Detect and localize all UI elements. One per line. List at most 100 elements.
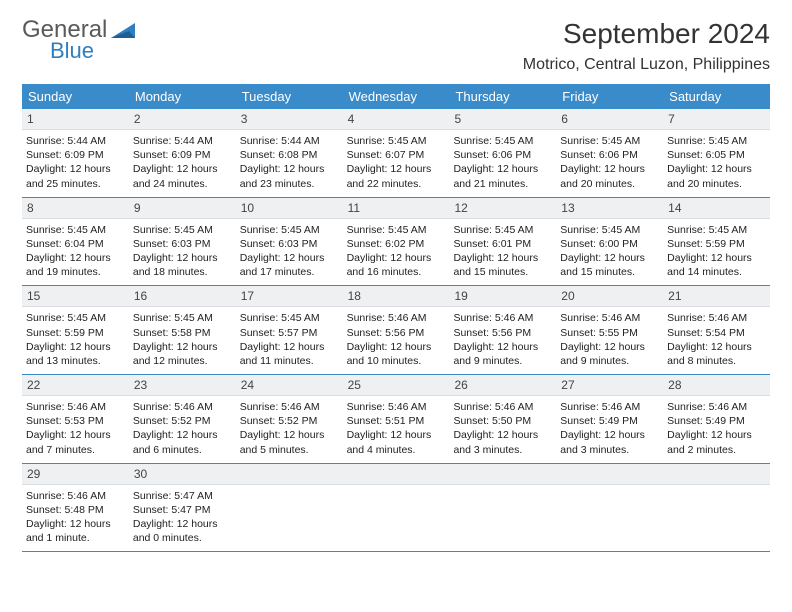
calendar-cell: 24Sunrise: 5:46 AMSunset: 5:52 PMDayligh… (236, 375, 343, 463)
day-number: 30 (129, 464, 236, 485)
day-number: . (236, 464, 343, 485)
daylight-line: Daylight: 12 hours and 11 minutes. (240, 340, 339, 368)
sunset-line: Sunset: 6:05 PM (667, 148, 766, 162)
day-number: 23 (129, 375, 236, 396)
daylight-line: Daylight: 12 hours and 24 minutes. (133, 162, 232, 190)
daylight-line: Daylight: 12 hours and 22 minutes. (347, 162, 446, 190)
day-number: 10 (236, 198, 343, 219)
page-subtitle: Motrico, Central Luzon, Philippines (523, 56, 770, 74)
day-number: 5 (449, 109, 556, 130)
sunrise-line: Sunrise: 5:45 AM (560, 223, 659, 237)
sunset-line: Sunset: 5:53 PM (26, 414, 125, 428)
sunrise-line: Sunrise: 5:45 AM (240, 311, 339, 325)
daylight-line: Daylight: 12 hours and 10 minutes. (347, 340, 446, 368)
sunset-line: Sunset: 6:03 PM (133, 237, 232, 251)
daylight-line: Daylight: 12 hours and 1 minute. (26, 517, 125, 545)
daylight-line: Daylight: 12 hours and 20 minutes. (560, 162, 659, 190)
sunset-line: Sunset: 5:59 PM (667, 237, 766, 251)
sunset-line: Sunset: 5:57 PM (240, 326, 339, 340)
sunset-line: Sunset: 6:01 PM (453, 237, 552, 251)
sunrise-line: Sunrise: 5:46 AM (347, 400, 446, 414)
daylight-line: Daylight: 12 hours and 23 minutes. (240, 162, 339, 190)
calendar: SundayMondayTuesdayWednesdayThursdayFrid… (22, 84, 770, 552)
sunset-line: Sunset: 6:06 PM (453, 148, 552, 162)
daylight-line: Daylight: 12 hours and 9 minutes. (560, 340, 659, 368)
calendar-cell: 4Sunrise: 5:45 AMSunset: 6:07 PMDaylight… (343, 109, 450, 197)
day-number: 28 (663, 375, 770, 396)
day-number: 20 (556, 286, 663, 307)
sunrise-line: Sunrise: 5:45 AM (133, 223, 232, 237)
daylight-line: Daylight: 12 hours and 15 minutes. (453, 251, 552, 279)
sunrise-line: Sunrise: 5:45 AM (26, 311, 125, 325)
day-number: 6 (556, 109, 663, 130)
day-number: 7 (663, 109, 770, 130)
calendar-cell: . (449, 464, 556, 552)
calendar-cell: . (556, 464, 663, 552)
daylight-line: Daylight: 12 hours and 20 minutes. (667, 162, 766, 190)
sunrise-line: Sunrise: 5:46 AM (347, 311, 446, 325)
title-block: September 2024 Motrico, Central Luzon, P… (523, 18, 770, 74)
calendar-cell: . (663, 464, 770, 552)
calendar-week: 22Sunrise: 5:46 AMSunset: 5:53 PMDayligh… (22, 375, 770, 464)
day-number: 3 (236, 109, 343, 130)
calendar-cell: 18Sunrise: 5:46 AMSunset: 5:56 PMDayligh… (343, 286, 450, 374)
sunrise-line: Sunrise: 5:45 AM (240, 223, 339, 237)
calendar-cell: 19Sunrise: 5:46 AMSunset: 5:56 PMDayligh… (449, 286, 556, 374)
sunset-line: Sunset: 6:06 PM (560, 148, 659, 162)
calendar-cell: 2Sunrise: 5:44 AMSunset: 6:09 PMDaylight… (129, 109, 236, 197)
day-number: 9 (129, 198, 236, 219)
calendar-week: 8Sunrise: 5:45 AMSunset: 6:04 PMDaylight… (22, 198, 770, 287)
daylight-line: Daylight: 12 hours and 14 minutes. (667, 251, 766, 279)
daylight-line: Daylight: 12 hours and 3 minutes. (560, 428, 659, 456)
sunset-line: Sunset: 5:51 PM (347, 414, 446, 428)
sunrise-line: Sunrise: 5:47 AM (133, 489, 232, 503)
header: General Blue September 2024 Motrico, Cen… (22, 18, 770, 74)
weekday-header: Saturday (663, 84, 770, 109)
daylight-line: Daylight: 12 hours and 8 minutes. (667, 340, 766, 368)
daylight-line: Daylight: 12 hours and 21 minutes. (453, 162, 552, 190)
day-number: 21 (663, 286, 770, 307)
weekday-header: Thursday (449, 84, 556, 109)
page-title: September 2024 (523, 18, 770, 50)
daylight-line: Daylight: 12 hours and 13 minutes. (26, 340, 125, 368)
day-number: 19 (449, 286, 556, 307)
sunrise-line: Sunrise: 5:46 AM (26, 400, 125, 414)
sunrise-line: Sunrise: 5:45 AM (453, 223, 552, 237)
brand-word2: Blue (50, 40, 107, 62)
daylight-line: Daylight: 12 hours and 17 minutes. (240, 251, 339, 279)
daylight-line: Daylight: 12 hours and 5 minutes. (240, 428, 339, 456)
calendar-cell: 8Sunrise: 5:45 AMSunset: 6:04 PMDaylight… (22, 198, 129, 286)
calendar-body: 1Sunrise: 5:44 AMSunset: 6:09 PMDaylight… (22, 109, 770, 552)
daylight-line: Daylight: 12 hours and 25 minutes. (26, 162, 125, 190)
day-number: 24 (236, 375, 343, 396)
calendar-cell: 13Sunrise: 5:45 AMSunset: 6:00 PMDayligh… (556, 198, 663, 286)
sunset-line: Sunset: 5:58 PM (133, 326, 232, 340)
day-number: 18 (343, 286, 450, 307)
sunrise-line: Sunrise: 5:44 AM (133, 134, 232, 148)
calendar-cell: . (236, 464, 343, 552)
day-number: . (663, 464, 770, 485)
sunset-line: Sunset: 5:59 PM (26, 326, 125, 340)
day-number: 12 (449, 198, 556, 219)
daylight-line: Daylight: 12 hours and 0 minutes. (133, 517, 232, 545)
calendar-cell: 11Sunrise: 5:45 AMSunset: 6:02 PMDayligh… (343, 198, 450, 286)
calendar-week: 29Sunrise: 5:46 AMSunset: 5:48 PMDayligh… (22, 464, 770, 553)
day-number: . (556, 464, 663, 485)
sunset-line: Sunset: 6:00 PM (560, 237, 659, 251)
day-number: 4 (343, 109, 450, 130)
weekday-header-row: SundayMondayTuesdayWednesdayThursdayFrid… (22, 84, 770, 109)
day-number: 13 (556, 198, 663, 219)
sunrise-line: Sunrise: 5:46 AM (26, 489, 125, 503)
sunrise-line: Sunrise: 5:45 AM (560, 134, 659, 148)
sunrise-line: Sunrise: 5:46 AM (453, 311, 552, 325)
sunrise-line: Sunrise: 5:45 AM (133, 311, 232, 325)
day-number: 2 (129, 109, 236, 130)
daylight-line: Daylight: 12 hours and 18 minutes. (133, 251, 232, 279)
weekday-header: Sunday (22, 84, 129, 109)
calendar-cell: 29Sunrise: 5:46 AMSunset: 5:48 PMDayligh… (22, 464, 129, 552)
daylight-line: Daylight: 12 hours and 7 minutes. (26, 428, 125, 456)
sunrise-line: Sunrise: 5:46 AM (560, 400, 659, 414)
sunset-line: Sunset: 5:56 PM (453, 326, 552, 340)
sunset-line: Sunset: 5:55 PM (560, 326, 659, 340)
sunrise-line: Sunrise: 5:46 AM (240, 400, 339, 414)
